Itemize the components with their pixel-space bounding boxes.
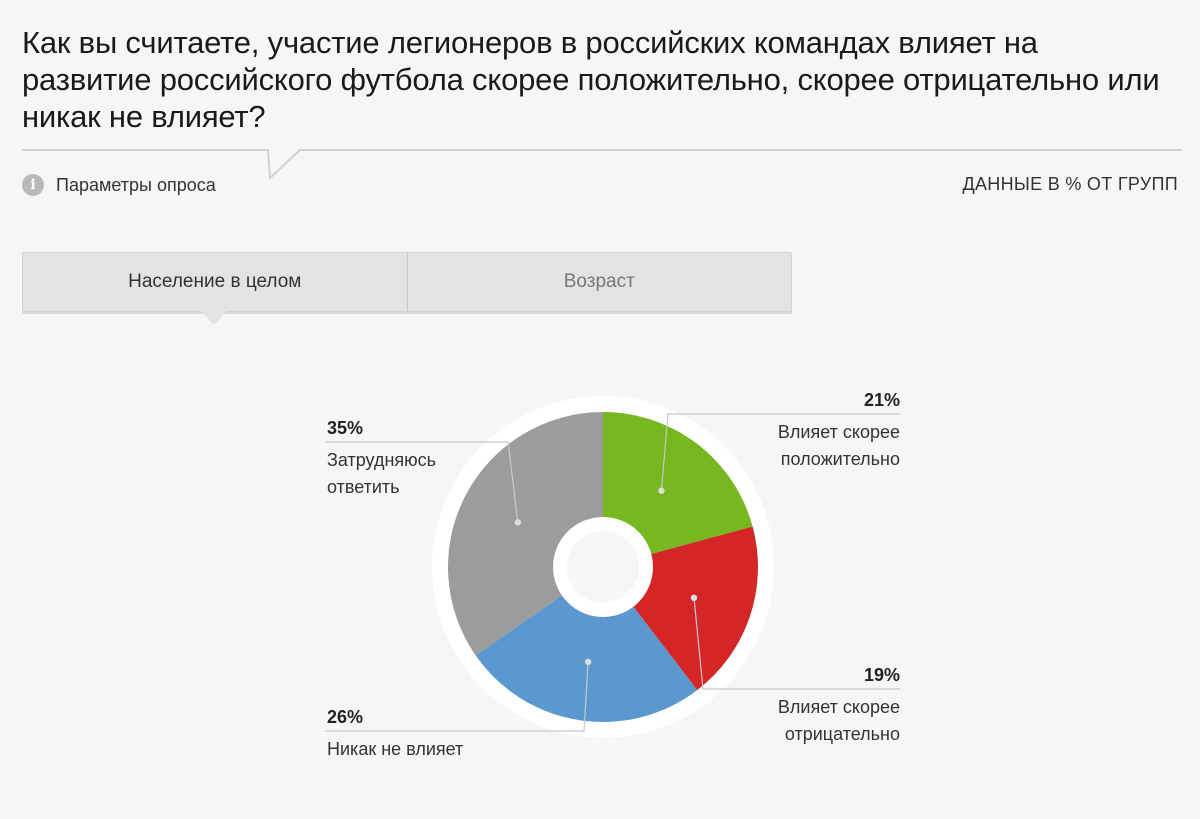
- slice-label-positive: Влияет скорее: [778, 422, 900, 442]
- donut-hole-center: [567, 531, 639, 603]
- active-tab-pointer: [201, 311, 227, 325]
- units-label: ДАННЫЕ В % ОТ ГРУПП: [962, 174, 1178, 194]
- question-title: Как вы считаете, участие легионеров в ро…: [22, 25, 1160, 134]
- tab-age[interactable]: Возраст: [406, 253, 792, 311]
- slice-label-negative: отрицательно: [785, 724, 900, 744]
- group-tabs: Население в целом Возраст: [22, 252, 792, 312]
- info-icon: i: [22, 174, 44, 196]
- slice-label-hard-to-say: Затрудняюсь: [327, 450, 436, 470]
- leader-line-hard-to-say: [325, 441, 519, 523]
- leader-dot-negative: [690, 594, 698, 601]
- pct-label-hard-to-say: 35%: [327, 418, 363, 438]
- slice-positive: [603, 412, 753, 567]
- leader-dot-positive: [658, 487, 665, 494]
- slice-label-negative: Влияет скорее: [778, 697, 900, 717]
- leader-dot-hard-to-say: [514, 519, 522, 526]
- slice-label-hard-to-say: ответить: [327, 477, 400, 497]
- survey-params-label: Параметры опроса: [56, 174, 216, 195]
- survey-params-toggle[interactable]: i Параметры опроса: [22, 172, 216, 198]
- slice-hard-to-say: [447, 412, 603, 656]
- slice-label-no-effect: Никак не влияет: [327, 739, 463, 759]
- pct-label-positive: 21%: [864, 390, 900, 410]
- leader-dot-no-effect: [584, 658, 592, 666]
- slice-label-positive: положительно: [781, 449, 900, 469]
- leader-line-positive: [660, 413, 900, 491]
- pct-label-no-effect: 26%: [327, 707, 363, 727]
- leader-line-negative: [693, 597, 900, 690]
- tab-population[interactable]: Население в целом: [128, 271, 302, 292]
- leader-line-no-effect: [325, 661, 589, 732]
- slice-no-effect: [475, 567, 698, 723]
- divider: [22, 149, 1182, 181]
- pct-label-negative: 19%: [864, 665, 900, 685]
